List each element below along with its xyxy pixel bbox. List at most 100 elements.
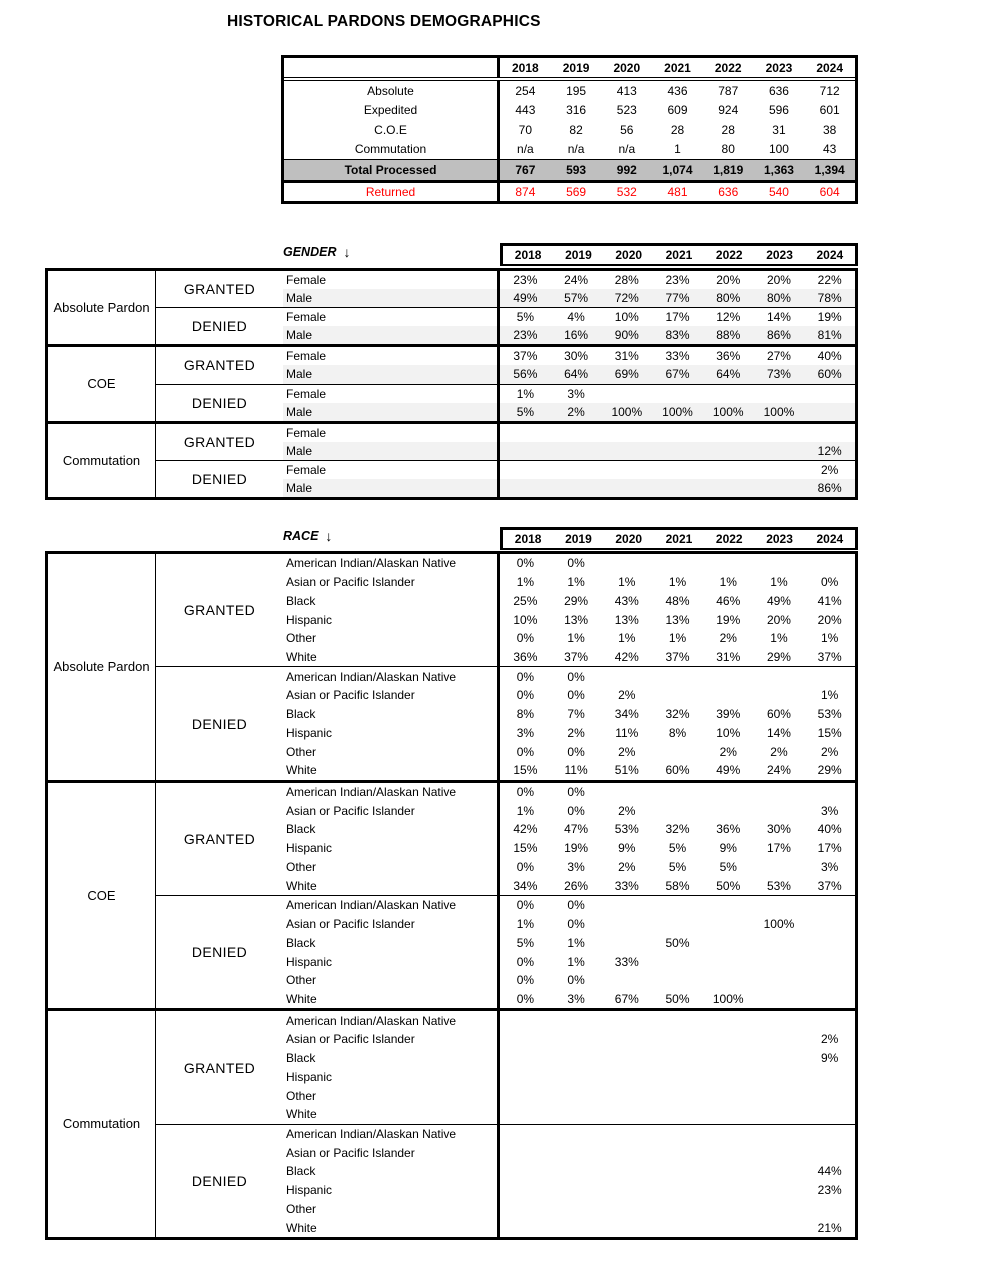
value-cell: 1%	[618, 631, 636, 646]
race-table-label: RACE ↓	[283, 528, 332, 544]
value-cell	[601, 442, 652, 460]
value-cell	[652, 915, 703, 934]
status-label: GRANTED	[183, 830, 256, 847]
table-row: White 0% 3% 67% 50% 100%	[283, 989, 855, 1009]
value-cell	[754, 667, 805, 686]
row-values: 44%	[500, 1162, 855, 1181]
value-cell: 33%	[614, 954, 639, 969]
row-values: 12%	[500, 442, 855, 460]
year-header: 2019	[562, 60, 590, 75]
value-cell: 100	[768, 142, 789, 157]
value-cell	[804, 1200, 855, 1219]
value-cell	[551, 1011, 602, 1030]
summary-row: Total Processed 767 593 992 1,074 1,819 1,363 1…	[284, 159, 855, 180]
value-cell: 77%	[665, 291, 690, 306]
rows: American Indian/Alaskan Native Asian or P…	[283, 1124, 855, 1237]
value-cell: 31%	[614, 349, 639, 364]
year-header: 2020	[615, 532, 643, 546]
table-row: Male 12%	[283, 441, 855, 460]
value-cell: 51%	[614, 763, 639, 778]
value-cell: 874	[515, 185, 536, 199]
value-cell: 2%	[719, 631, 737, 646]
value-cell: 0%	[567, 917, 585, 932]
value-cell	[703, 1105, 754, 1124]
subsection-denied: DENIED American Indian/Alaskan Native Asia…	[156, 1123, 855, 1237]
year-header: 2018	[512, 60, 539, 75]
value-cell	[754, 801, 805, 820]
value-cell: 0%	[516, 859, 535, 874]
section-right: GRANTED Female Male 12% DENIED Female 2% Male 86…	[156, 423, 855, 498]
row-values: 5% 1% 50%	[500, 933, 855, 952]
row-values: 254 195 413 436 787 636 712	[500, 81, 855, 101]
value-cell	[551, 1200, 602, 1219]
status-label: GRANTED	[183, 1059, 256, 1076]
row-label: Commutation	[284, 139, 500, 159]
value-cell: 3%	[821, 859, 839, 874]
value-cell	[652, 971, 703, 990]
value-cell: 50%	[716, 878, 741, 893]
year-header: 2018	[514, 248, 542, 262]
value-cell: 5%	[516, 935, 535, 950]
value-cell: 1%	[567, 935, 585, 950]
value-cell: 80%	[766, 291, 791, 306]
value-cell: 82	[569, 122, 583, 137]
value-cell	[703, 424, 754, 442]
summary-row: Commutation n/a n/a n/a 1 80 100 43	[284, 139, 855, 159]
value-cell	[804, 1011, 855, 1030]
value-cell: 254	[515, 83, 536, 98]
value-cell: 72%	[614, 291, 639, 306]
row-label: White	[283, 876, 500, 895]
row-label: Other	[283, 1199, 500, 1219]
table-row: Female 23% 24% 28% 23% 20% 20% 22%	[283, 271, 855, 290]
value-cell: 27%	[766, 349, 791, 364]
row-label: Hispanic	[283, 610, 500, 629]
value-cell: 0%	[516, 631, 535, 646]
value-cell: 11%	[564, 763, 588, 778]
table-row: Black 25% 29% 43% 48% 46% 49% 41%	[283, 591, 855, 611]
row-values: 0% 0% 2% 2% 2% 2%	[500, 742, 855, 761]
value-cell: 0%	[567, 744, 585, 759]
value-cell: 532	[616, 185, 637, 199]
value-cell: 9%	[618, 841, 636, 856]
value-cell	[601, 424, 652, 442]
value-cell	[551, 479, 602, 497]
value-cell: 100%	[611, 404, 643, 419]
value-cell	[652, 554, 703, 573]
row-values: 0% 0%	[500, 971, 855, 990]
value-cell: 43	[822, 142, 837, 157]
table-row: Male 5% 2% 100% 100% 100% 100%	[283, 402, 855, 421]
value-cell: 1%	[567, 631, 585, 646]
value-cell	[703, 461, 754, 479]
value-cell: 636	[718, 185, 739, 199]
row-values: 0% 0%	[500, 896, 855, 915]
value-cell	[754, 1125, 805, 1144]
year-header: 2019	[565, 532, 592, 546]
value-cell: 0%	[567, 669, 585, 684]
value-cell	[551, 1030, 602, 1049]
value-cell	[703, 952, 754, 971]
value-cell	[601, 915, 652, 934]
value-cell	[754, 686, 805, 705]
rows: Female 1% 3% Male 5% 2% 100% 100% 100% 100%	[283, 384, 855, 421]
value-cell: 100%	[763, 917, 795, 932]
value-cell: 60%	[766, 707, 791, 722]
section-coe: COE GRANTED Female 37% 30% 31% 33% 36% 27% 40% Mal…	[48, 344, 855, 421]
value-cell: 29%	[564, 593, 589, 608]
row-label: Hispanic	[283, 952, 500, 971]
value-cell	[551, 1162, 602, 1181]
value-cell	[652, 424, 703, 442]
row-label: Black	[283, 933, 500, 953]
row-label: Expedited	[284, 100, 500, 120]
value-cell	[754, 424, 805, 442]
value-cell: 3%	[567, 991, 585, 1006]
value-cell	[652, 1125, 703, 1144]
subsection-denied: DENIED American Indian/Alaskan Native 0% 0%…	[156, 895, 855, 1009]
value-cell: 41%	[817, 593, 842, 608]
value-cell: 0%	[516, 973, 535, 988]
year-header: 2022	[715, 532, 743, 546]
value-cell	[652, 1086, 703, 1105]
gender-table-year-header: 2018 2019 2020 2021 2022 2023 2024	[500, 243, 858, 266]
value-cell: 1%	[668, 631, 687, 646]
value-cell: 10%	[614, 310, 639, 325]
value-cell	[551, 1086, 602, 1105]
